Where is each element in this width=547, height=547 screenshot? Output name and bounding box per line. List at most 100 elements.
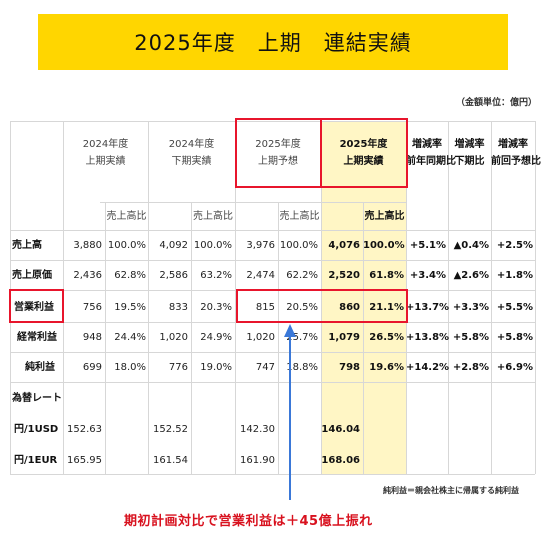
col-header-line: 下期比 (454, 156, 485, 167)
col-header-2025-actual: 2025年度 上期実績 (321, 136, 406, 170)
col-divider (448, 121, 449, 474)
row-divider (10, 352, 535, 353)
col-header-line: 前年同期比 (406, 156, 456, 167)
table-cell: 860 (339, 302, 360, 313)
table-cell: 61.8% (369, 270, 404, 281)
footnote: 純利益＝親会社株主に帰属する純利益 (383, 486, 519, 495)
forecast-header-emphasis (235, 118, 322, 188)
col-header-2024h2: 2024年度 下期実績 (148, 136, 235, 170)
fx-usd-2025act: 146.04 (321, 424, 360, 435)
table-cell: 100.0% (193, 240, 232, 251)
table-cell: 19.5% (114, 302, 146, 313)
table-cell: 24.9% (200, 332, 232, 343)
table-bottom-border (10, 474, 535, 475)
row-label: 経常利益 (17, 332, 57, 343)
table-cell: 3,880 (73, 240, 102, 251)
table-cell: 100.0% (107, 240, 146, 251)
table-cell: +2.5% (496, 240, 533, 251)
col-divider (235, 121, 236, 474)
table-cell: 62.8% (114, 270, 146, 281)
row-label: 売上高 (12, 240, 42, 251)
table-cell: 815 (255, 302, 275, 313)
table-cell: 19.6% (369, 362, 404, 373)
sub-col-divider (105, 202, 106, 474)
col-header-line: 2025年度 (339, 139, 388, 150)
operating-profit-label-emphasis (9, 289, 64, 323)
table-cell: 2,474 (246, 270, 275, 281)
col-header-line: 増減率 (412, 139, 442, 150)
table-cell: 798 (339, 362, 360, 373)
col-header-2024h1: 2024年度 上期実績 (63, 136, 148, 170)
table-cell: 2,436 (73, 270, 102, 281)
table-cell: 747 (255, 362, 275, 373)
col-divider (321, 121, 322, 474)
col-divider (491, 121, 492, 474)
table-cell: 25.7% (286, 332, 318, 343)
page-title: 2025年度 上期 連結実績 (38, 14, 508, 70)
table-cell: 100.0% (279, 240, 318, 251)
table-cell: 26.5% (369, 332, 404, 343)
table-cell: 24.4% (114, 332, 146, 343)
fx-eur-2025act: 168.06 (321, 455, 360, 466)
table-cell: ▲0.4% (453, 240, 489, 251)
col-header-line: 2024年度 (168, 139, 215, 150)
fx-eur-2024h1: 165.95 (67, 455, 102, 466)
table-cell: 100.0% (363, 240, 405, 251)
fx-eur-2024h2: 161.54 (153, 455, 188, 466)
fx-eur-2025fc: 161.90 (240, 455, 275, 466)
table-cell: +1.8% (496, 270, 533, 281)
table-cell: 21.1% (369, 302, 404, 313)
table-cell: ▲2.6% (453, 270, 489, 281)
table-cell: 19.0% (200, 362, 232, 373)
col-header-line: 下期実績 (171, 156, 212, 167)
subheader-ratio: 売上高比 (193, 211, 233, 222)
callout-caption: 期初計画対比で営業利益は＋45億上振れ (124, 514, 373, 529)
row-divider (10, 260, 535, 261)
table-cell: 2,586 (159, 270, 188, 281)
col-header-line: 2025年度 (255, 139, 301, 150)
col-header-line: 増減率 (498, 139, 528, 150)
table-cell: +13.7% (406, 302, 450, 313)
table-cell: 20.5% (286, 302, 318, 313)
col-header-line: 前回予想比 (491, 156, 541, 167)
col-header-line: 増減率 (454, 139, 485, 150)
col-header-hoh: 増減率 下期比 (448, 136, 491, 170)
col-header-vs-forecast: 増減率 前回予想比 (491, 136, 541, 170)
actual-header-emphasis (320, 118, 408, 188)
row-label: 売上原価 (12, 270, 52, 281)
col-header-yoy: 増減率 前年同期比 (406, 136, 456, 170)
col-divider (535, 121, 536, 474)
table-cell: 62.2% (286, 270, 318, 281)
table-cell: 833 (168, 302, 188, 313)
table-cell: +14.2% (406, 362, 450, 373)
table-cell: 20.3% (200, 302, 232, 313)
sub-col-divider (191, 202, 192, 474)
col-header-line: 上期実績 (343, 156, 384, 167)
row-label: 純利益 (25, 362, 55, 373)
table-cell: 4,076 (328, 240, 360, 251)
table-cell: +5.8% (452, 332, 489, 343)
arrow-icon (284, 324, 296, 500)
unit-note: （金額単位：億円） (455, 98, 537, 108)
fx-header: 為替レート (12, 393, 62, 404)
table-cell: 18.8% (286, 362, 318, 373)
sub-col-divider (278, 202, 279, 474)
subheader-line (100, 202, 406, 203)
table-cell: +3.3% (452, 302, 489, 313)
table-cell: 3,976 (246, 240, 275, 251)
table-cell: 776 (168, 362, 188, 373)
table-cell: +5.5% (496, 302, 533, 313)
col-header-line: 2024年度 (82, 139, 129, 150)
operating-profit-values-emphasis (236, 289, 408, 323)
table-cell: 756 (82, 302, 102, 313)
table-cell: 1,079 (328, 332, 360, 343)
table-cell: +6.9% (496, 362, 533, 373)
table-cell: 4,092 (159, 240, 188, 251)
header-bottom-border (10, 230, 535, 231)
col-header-line: 上期予想 (258, 156, 298, 167)
table-cell: 1,020 (159, 332, 188, 343)
col-header-line: 上期実績 (85, 156, 126, 167)
row-divider (10, 382, 535, 383)
table-cell: +3.4% (409, 270, 446, 281)
